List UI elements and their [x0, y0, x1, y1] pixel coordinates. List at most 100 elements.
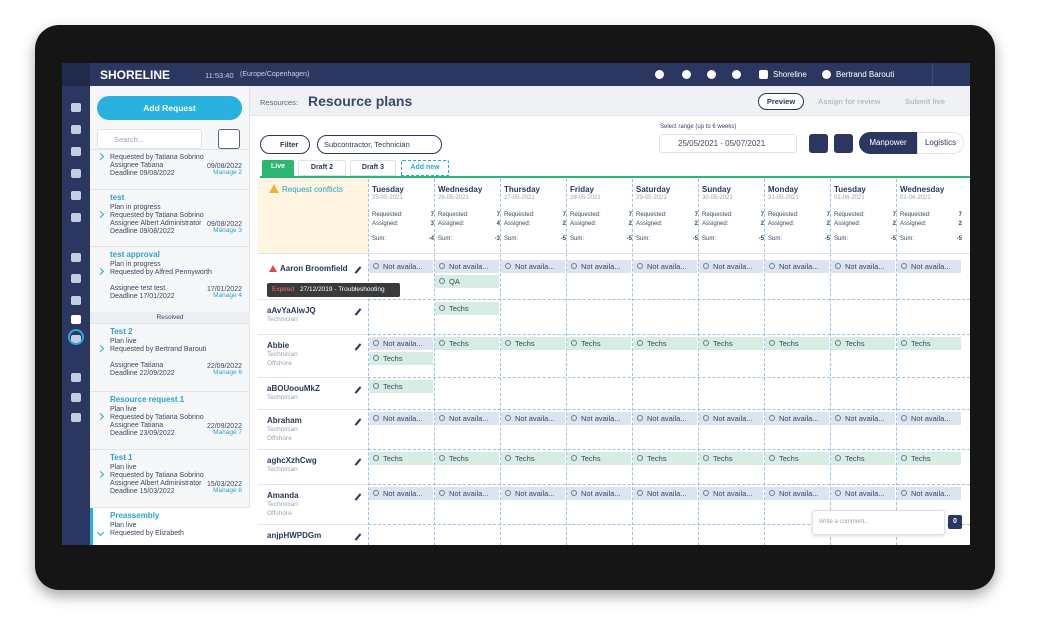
- allocation[interactable]: [567, 260, 631, 273]
- allocation[interactable]: [369, 452, 433, 465]
- person-name[interactable]: aghcXzhCwg: [267, 456, 317, 465]
- nav-icon[interactable]: [71, 274, 81, 283]
- allocation[interactable]: [765, 260, 829, 273]
- allocation[interactable]: [435, 302, 499, 315]
- top-icon[interactable]: [655, 70, 664, 79]
- search-filter[interactable]: [218, 129, 240, 149]
- allocation[interactable]: [567, 452, 631, 465]
- add-request[interactable]: Add Request: [97, 96, 242, 120]
- allocation[interactable]: [831, 412, 895, 425]
- manage[interactable]: Manage 7: [213, 429, 242, 436]
- allocation[interactable]: [633, 337, 697, 350]
- allocation[interactable]: [699, 412, 763, 425]
- allocation[interactable]: [501, 452, 565, 465]
- allocation[interactable]: [567, 412, 631, 425]
- nav-icon[interactable]: [71, 315, 81, 324]
- allocation[interactable]: [699, 337, 763, 350]
- tab[interactable]: Draft 3: [350, 160, 396, 176]
- nav-icon[interactable]: [71, 393, 81, 402]
- allocation[interactable]: [567, 487, 631, 500]
- allocation[interactable]: [831, 452, 895, 465]
- allocation[interactable]: [369, 352, 433, 365]
- range-picker[interactable]: 25/05/2021 - 05/07/2021: [659, 134, 797, 153]
- manage[interactable]: Manage 6: [213, 369, 242, 376]
- logout[interactable]: [932, 63, 970, 86]
- nav-icon[interactable]: [71, 169, 81, 178]
- assign-button[interactable]: Assign for review: [818, 97, 881, 106]
- tab[interactable]: Draft 2: [298, 160, 346, 176]
- person-name[interactable]: Abbie: [267, 341, 290, 350]
- nav-icon[interactable]: [71, 296, 81, 305]
- allocation[interactable]: [699, 260, 763, 273]
- person-name[interactable]: aBOUoouMkZ: [267, 384, 320, 393]
- allocation[interactable]: [501, 412, 565, 425]
- allocation[interactable]: [831, 337, 895, 350]
- allocation[interactable]: [831, 260, 895, 273]
- request-title[interactable]: Test 1: [110, 453, 133, 462]
- allocation[interactable]: [831, 487, 895, 500]
- top-icon[interactable]: [732, 70, 741, 79]
- nav-icon[interactable]: [71, 373, 81, 382]
- settings-icon[interactable]: [759, 70, 768, 79]
- person-name[interactable]: Abraham: [267, 416, 302, 425]
- allocation[interactable]: [369, 337, 433, 350]
- person-name[interactable]: Amanda: [267, 491, 299, 500]
- range-arrow[interactable]: [834, 134, 853, 153]
- settings[interactable]: Shoreline: [773, 70, 807, 79]
- allocation[interactable]: [633, 260, 697, 273]
- allocation[interactable]: [435, 487, 499, 500]
- manage[interactable]: Manage 2: [213, 169, 242, 176]
- person-name[interactable]: anjpHWPDGm: [267, 531, 322, 540]
- allocation[interactable]: [633, 412, 697, 425]
- nav-icon[interactable]: [71, 103, 81, 112]
- filter-button[interactable]: Filter: [260, 135, 310, 154]
- conflicts[interactable]: Request conflicts: [282, 185, 343, 194]
- logistics-toggle[interactable]: Logistics: [917, 132, 964, 154]
- allocation[interactable]: [897, 260, 961, 273]
- allocation[interactable]: [369, 412, 433, 425]
- nav-icon[interactable]: [71, 413, 81, 422]
- manage[interactable]: Manage 8: [213, 487, 242, 494]
- top-icon[interactable]: [707, 70, 716, 79]
- expand-button[interactable]: [62, 63, 90, 86]
- request-title[interactable]: test: [110, 193, 125, 202]
- allocation[interactable]: [633, 452, 697, 465]
- allocation[interactable]: [765, 412, 829, 425]
- allocation[interactable]: [435, 412, 499, 425]
- allocation[interactable]: [765, 337, 829, 350]
- request-title[interactable]: Preassembly: [110, 511, 160, 520]
- allocation[interactable]: [765, 452, 829, 465]
- allocation[interactable]: [369, 380, 433, 393]
- manpower-toggle[interactable]: Manpower: [859, 132, 917, 154]
- user-icon[interactable]: [822, 70, 831, 79]
- manage[interactable]: Manage 4: [213, 292, 242, 299]
- filter-chip[interactable]: Subcontractor, Technician: [317, 135, 442, 154]
- allocation[interactable]: [435, 260, 499, 273]
- request-title[interactable]: test approval: [110, 250, 160, 259]
- submit-button[interactable]: Submit live: [905, 97, 946, 106]
- allocation[interactable]: [567, 337, 631, 350]
- allocation[interactable]: [897, 487, 961, 500]
- nav-icon[interactable]: [71, 213, 81, 222]
- comment-badge[interactable]: 0: [948, 515, 962, 529]
- allocation[interactable]: [699, 487, 763, 500]
- allocation[interactable]: [765, 487, 829, 500]
- comment-box[interactable]: Write a comment...: [812, 510, 945, 535]
- manage[interactable]: Manage 3: [213, 227, 242, 234]
- allocation[interactable]: [435, 275, 499, 288]
- tab[interactable]: Live: [262, 160, 294, 176]
- person-name[interactable]: aAvYaAiwJQ: [267, 306, 316, 315]
- allocation[interactable]: [699, 452, 763, 465]
- request-title[interactable]: Test 2: [110, 327, 133, 336]
- allocation[interactable]: [501, 487, 565, 500]
- preview-button[interactable]: Preview: [758, 93, 804, 110]
- nav-icon[interactable]: [71, 125, 81, 134]
- allocation[interactable]: [369, 487, 433, 500]
- allocation[interactable]: [501, 337, 565, 350]
- top-icon[interactable]: [682, 70, 691, 79]
- nav-icon[interactable]: [71, 147, 81, 156]
- allocation[interactable]: [435, 337, 499, 350]
- user[interactable]: Bertrand Barouti: [836, 70, 895, 79]
- allocation[interactable]: [897, 452, 961, 465]
- nav-icon[interactable]: [71, 253, 81, 262]
